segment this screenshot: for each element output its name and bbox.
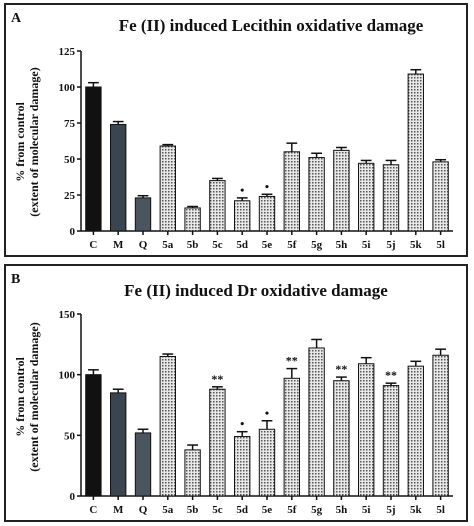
bar-5d bbox=[234, 200, 251, 232]
bar-5j bbox=[382, 385, 400, 497]
x-tick-label-5i: 5i bbox=[362, 239, 371, 251]
x-tick-label-5l: 5l bbox=[436, 239, 445, 251]
y-tick-label: 75 bbox=[64, 118, 76, 130]
bar-5l bbox=[432, 161, 449, 232]
x-tick-label-5k: 5k bbox=[410, 239, 423, 251]
x-tick-label-Q: Q bbox=[139, 239, 148, 251]
bar-5i bbox=[358, 363, 375, 497]
bar-5b bbox=[184, 449, 201, 497]
y-tick-label: 150 bbox=[59, 309, 76, 321]
significance-marker-5d: • bbox=[240, 183, 244, 197]
significance-marker-5e: • bbox=[265, 179, 269, 193]
x-tick-label-5l: 5l bbox=[436, 504, 445, 516]
y-tick-label: 100 bbox=[59, 82, 76, 94]
significance-marker-5c: ** bbox=[211, 372, 223, 386]
x-tick-label-Q: Q bbox=[139, 504, 148, 516]
y-tick-label: 25 bbox=[64, 190, 76, 202]
x-tick-label-5j: 5j bbox=[386, 239, 395, 251]
x-tick-label-5g: 5g bbox=[311, 504, 323, 516]
x-tick-label-5d: 5d bbox=[236, 504, 248, 516]
y-tick-label: 0 bbox=[70, 491, 76, 503]
bar-M bbox=[110, 123, 127, 232]
bar-5i bbox=[358, 162, 375, 232]
significance-marker-5f: ** bbox=[286, 354, 298, 368]
x-tick-label-C: C bbox=[89, 239, 97, 251]
x-tick-label-5g: 5g bbox=[311, 239, 323, 251]
y-axis-label-line1: % from control bbox=[13, 102, 27, 182]
x-tick-label-5j: 5j bbox=[386, 504, 395, 516]
panel-letter: B bbox=[11, 272, 20, 287]
x-tick-label-5b: 5b bbox=[187, 504, 199, 516]
significance-marker-5d: • bbox=[240, 417, 244, 431]
bar-Q bbox=[134, 197, 152, 232]
bar-5g bbox=[308, 157, 325, 232]
x-tick-label-5b: 5b bbox=[187, 239, 199, 251]
x-tick-label-5e: 5e bbox=[262, 504, 273, 516]
x-tick-label-5d: 5d bbox=[236, 239, 248, 251]
bar-5h bbox=[333, 380, 350, 497]
bar-5b bbox=[184, 207, 201, 232]
y-tick-label: 50 bbox=[64, 154, 76, 166]
bar-5d bbox=[234, 436, 251, 497]
bar-5a bbox=[159, 145, 176, 232]
y-tick-label: 125 bbox=[59, 46, 76, 58]
y-tick-label: 100 bbox=[59, 370, 76, 382]
bar-5k bbox=[407, 73, 424, 232]
bar-5h bbox=[333, 149, 350, 232]
y-axis-label-line2: (extent of molecular damage) bbox=[27, 67, 41, 216]
bar-5f bbox=[283, 377, 300, 497]
x-tick-label-M: M bbox=[113, 504, 124, 516]
y-axis-label-line1: % from control bbox=[13, 357, 27, 437]
bar-5j bbox=[382, 164, 400, 232]
x-tick-label-5k: 5k bbox=[410, 504, 423, 516]
chart-title: Fe (II) induced Lecithin oxidative damag… bbox=[119, 16, 424, 35]
bar-5f bbox=[283, 151, 300, 232]
bar-5g bbox=[308, 347, 325, 497]
panel-letter: A bbox=[11, 11, 22, 26]
bar-Q bbox=[134, 432, 152, 497]
bar-5a bbox=[159, 355, 176, 497]
chart-a: A Fe (II) induced Lecithin oxidative dam… bbox=[11, 11, 453, 251]
significance-marker-5e: • bbox=[265, 406, 269, 420]
y-axis-label-line2: (extent of molecular damage) bbox=[27, 322, 41, 471]
x-tick-label-5h: 5h bbox=[336, 504, 348, 516]
x-tick-label-5a: 5a bbox=[162, 504, 174, 516]
x-tick-label-5c: 5c bbox=[212, 239, 223, 251]
x-tick-label-M: M bbox=[113, 239, 124, 251]
x-tick-label-5h: 5h bbox=[336, 239, 348, 251]
x-tick-label-5i: 5i bbox=[362, 504, 371, 516]
bar-M bbox=[110, 392, 127, 497]
bar-5l bbox=[432, 354, 449, 497]
significance-marker-5j: ** bbox=[385, 368, 397, 382]
y-tick-label: 50 bbox=[64, 430, 76, 442]
y-tick-label: 0 bbox=[70, 226, 76, 238]
bar-5c bbox=[209, 180, 226, 232]
x-tick-label-5f: 5f bbox=[287, 504, 297, 516]
significance-marker-5h: ** bbox=[335, 362, 347, 376]
x-tick-label-C: C bbox=[89, 504, 97, 516]
bar-5c bbox=[209, 388, 226, 497]
bar-5k bbox=[407, 365, 424, 497]
bar-5e bbox=[258, 195, 276, 232]
chart-title: Fe (II) induced Dr oxidative damage bbox=[124, 281, 388, 300]
x-tick-label-5c: 5c bbox=[212, 504, 223, 516]
chart-b: B Fe (II) induced Dr oxidative damage % … bbox=[11, 272, 453, 516]
panel-b: B Fe (II) induced Dr oxidative damage % … bbox=[4, 264, 468, 522]
bar-C bbox=[85, 374, 102, 497]
x-tick-label-5f: 5f bbox=[287, 239, 297, 251]
panel-a: A Fe (II) induced Lecithin oxidative dam… bbox=[4, 3, 468, 257]
bar-5e bbox=[258, 428, 276, 497]
bar-C bbox=[85, 86, 102, 232]
x-tick-label-5e: 5e bbox=[262, 239, 273, 251]
x-tick-label-5a: 5a bbox=[162, 239, 174, 251]
